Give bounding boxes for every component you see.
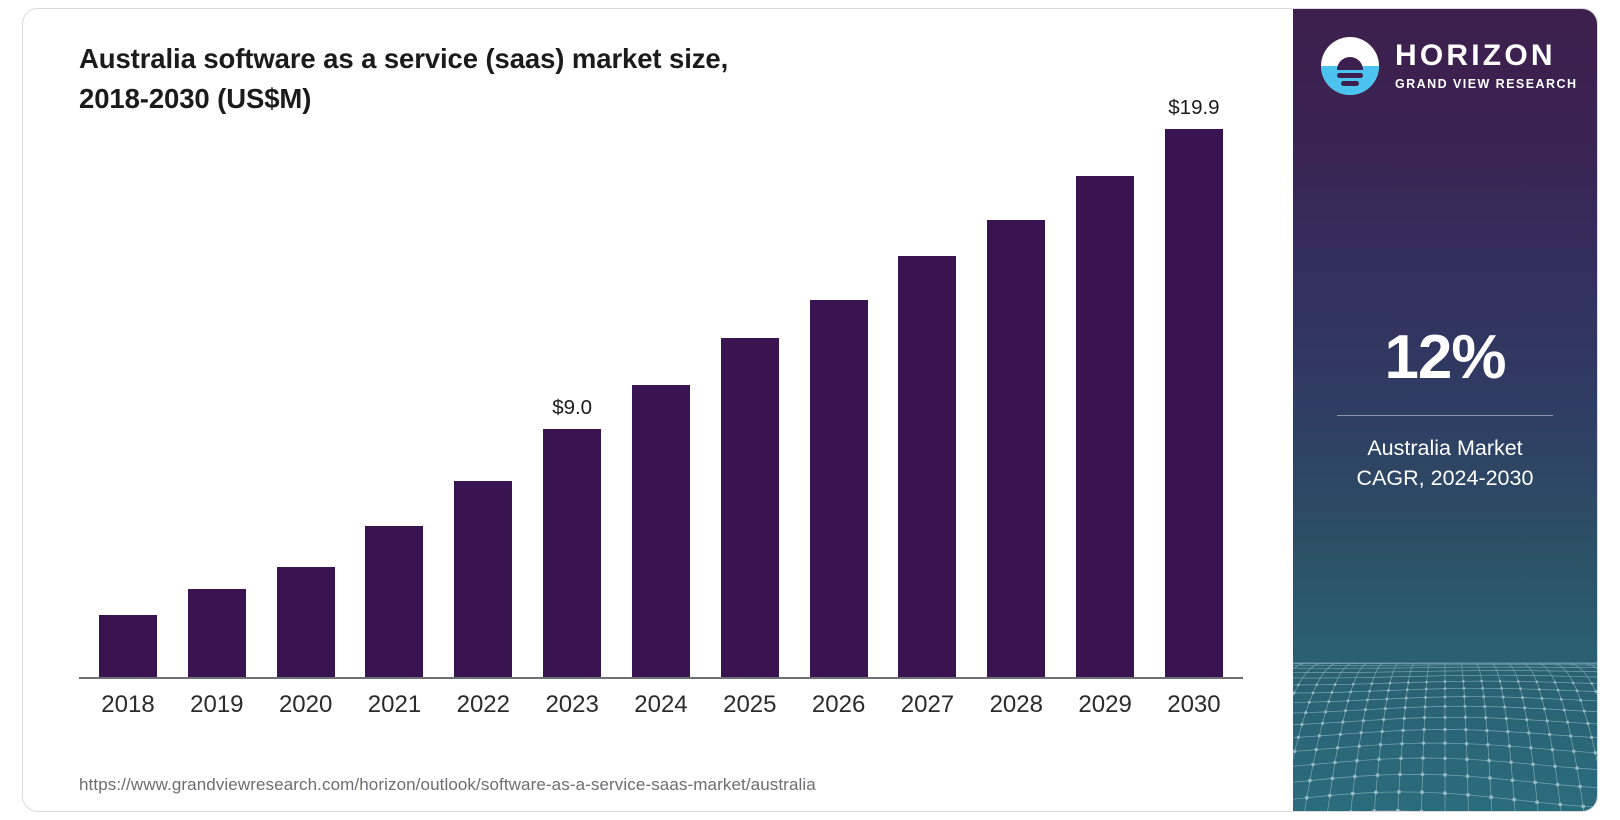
x-tick-2025: 2025 xyxy=(723,691,777,718)
bar-2027[interactable] xyxy=(898,255,957,677)
brand-name: HORIZON xyxy=(1395,39,1556,73)
brand-side-panel: HORIZON GRAND VIEW RESEARCH 12% Australi… xyxy=(1293,9,1597,811)
x-tick-2030: 2030 xyxy=(1167,691,1221,718)
bar-2022[interactable] xyxy=(454,481,513,677)
brand-logo-text: HORIZON GRAND VIEW RESEARCH xyxy=(1395,41,1577,91)
cagr-callout: 12% Australia Market CAGR, 2024-2030 xyxy=(1293,327,1597,493)
x-tick-2023: 2023 xyxy=(545,691,599,718)
x-tick-2018: 2018 xyxy=(101,691,155,718)
bar-slot xyxy=(186,129,248,677)
bar-slot xyxy=(630,129,692,677)
cagr-divider xyxy=(1337,415,1553,416)
chart-region: Australia software as a service (saas) m… xyxy=(23,9,1295,811)
x-axis-tick-labels: 2018 2019 2020 2021 2022 2023 2024 2025 2026 2027… xyxy=(79,691,1243,731)
bar-slot xyxy=(896,129,958,677)
bar-2029[interactable] xyxy=(1076,175,1135,677)
x-tick-2029: 2029 xyxy=(1078,691,1132,718)
bar-series: $9.0 $19.9 xyxy=(79,96,1243,677)
x-tick-2020: 2020 xyxy=(278,691,333,718)
x-tick-2026: 2026 xyxy=(811,691,866,718)
x-axis-line xyxy=(79,677,1243,679)
x-tick-2021: 2021 xyxy=(367,691,422,718)
chart-card: Australia software as a service (saas) m… xyxy=(22,8,1598,812)
bar-2030[interactable] xyxy=(1164,129,1223,677)
source-url[interactable]: https://www.grandviewresearch.com/horizo… xyxy=(79,775,816,794)
x-tick-2019: 2019 xyxy=(190,691,244,718)
bar-2018[interactable] xyxy=(99,615,157,677)
horizon-sun-logo-icon xyxy=(1321,37,1379,95)
bar-value-label: $19.9 xyxy=(1168,96,1220,119)
bar-2019[interactable] xyxy=(187,588,246,677)
bar-2025[interactable] xyxy=(720,338,779,677)
bar-slot xyxy=(452,129,514,677)
bar-slot xyxy=(275,129,337,677)
cagr-value: 12% xyxy=(1384,323,1506,392)
bar-value-label: $9.0 xyxy=(552,396,593,420)
plot-area: $9.0 $19.9 xyxy=(79,96,1243,677)
bar-slot xyxy=(808,129,870,677)
wireframe-mesh-graphic xyxy=(1293,662,1597,811)
bar-2020[interactable] xyxy=(276,566,335,677)
bar-2024[interactable] xyxy=(631,385,690,677)
bar-2021[interactable] xyxy=(365,525,424,677)
bar-2026[interactable] xyxy=(809,299,868,677)
bar-slot xyxy=(363,129,425,677)
x-tick-2027: 2027 xyxy=(900,691,955,718)
cagr-caption: Australia Market CAGR, 2024-2030 xyxy=(1356,436,1534,490)
chart-title: Australia software as a service (saas) m… xyxy=(79,43,729,114)
brand-tagline: GRAND VIEW RESEARCH xyxy=(1395,77,1578,92)
bar-slot: $9.0 xyxy=(541,129,603,677)
bar-slot xyxy=(1074,129,1136,677)
bar-2028[interactable] xyxy=(987,219,1046,677)
x-tick-2028: 2028 xyxy=(989,691,1043,718)
brand-logo: HORIZON GRAND VIEW RESEARCH xyxy=(1321,37,1577,95)
bar-slot xyxy=(719,129,781,677)
bar-slot: $19.9 xyxy=(1163,96,1225,677)
bar-2023[interactable] xyxy=(543,429,602,677)
bar-slot xyxy=(985,129,1047,677)
x-tick-2024: 2024 xyxy=(634,691,688,718)
x-tick-2022: 2022 xyxy=(456,691,510,718)
bar-slot xyxy=(97,129,159,677)
